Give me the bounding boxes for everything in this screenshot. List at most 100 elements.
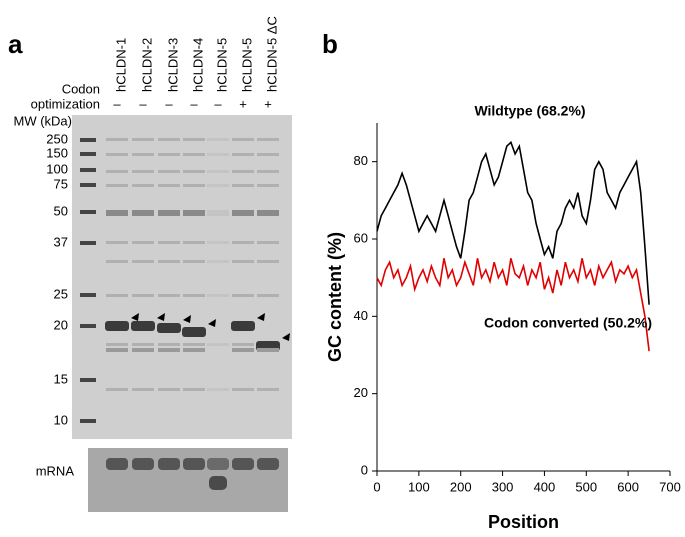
y-tick-label: 80 (354, 153, 368, 168)
ladder-band (80, 168, 96, 172)
background-band (132, 153, 154, 156)
background-band (158, 388, 180, 391)
series-label: Wildtype (68.2%) (474, 103, 585, 119)
mrna-gel (88, 448, 288, 512)
background-band (106, 184, 128, 187)
protein-band (231, 321, 255, 331)
y-tick-label: 20 (354, 385, 368, 400)
lane-label: hCLDN-2 (139, 38, 154, 92)
ladder-band (80, 324, 96, 328)
background-band (158, 170, 180, 173)
arrowhead (257, 313, 265, 321)
background-band (158, 343, 180, 346)
background-band (257, 138, 279, 141)
background-band (207, 343, 229, 346)
minor-band (257, 348, 279, 352)
mw-marker-label: 50 (54, 203, 68, 218)
gel-bands (80, 138, 290, 490)
ladder-band (80, 183, 96, 187)
y-tick-label: 40 (354, 308, 368, 323)
gel (72, 115, 292, 439)
background-band (232, 153, 254, 156)
ladder-band (80, 419, 96, 423)
codon-sign: – (113, 96, 121, 111)
background-band (158, 210, 180, 216)
background-band (257, 388, 279, 391)
background-band (232, 343, 254, 346)
mw-marker-label: 100 (46, 161, 68, 176)
x-tick-label: 400 (534, 479, 556, 494)
background-band (257, 260, 279, 263)
background-band (257, 210, 279, 216)
chart: 0 20 40 60 80 0 100 200 300 400 500 600 700 Position G… (325, 103, 681, 532)
background-band (158, 294, 180, 297)
mrna-band (158, 458, 180, 470)
codon-label: Codon (62, 81, 100, 96)
panel-label: b (322, 29, 338, 59)
ladder-band (80, 241, 96, 245)
background-band (106, 388, 128, 391)
minor-band (132, 348, 154, 352)
background-band (106, 294, 128, 297)
x-tick-label: 500 (575, 479, 597, 494)
background-band (232, 388, 254, 391)
arrowhead (131, 313, 139, 321)
x-axis-label: Position (488, 512, 559, 532)
background-band (183, 138, 205, 141)
background-band (207, 170, 229, 173)
y-tick-label: 60 (354, 230, 368, 245)
mw-marker-label: 75 (54, 176, 68, 191)
x-tick-label: 600 (617, 479, 639, 494)
mrna-label: mRNA (36, 463, 75, 478)
background-band (132, 241, 154, 244)
background-band (257, 294, 279, 297)
background-band (207, 294, 229, 297)
background-band (106, 343, 128, 346)
arrowhead (157, 313, 165, 321)
lane-label: hCLDN-5 (214, 38, 229, 92)
protein-band (157, 323, 181, 333)
background-band (207, 138, 229, 141)
ladder-band (80, 378, 96, 382)
background-band (207, 210, 229, 216)
background-band (132, 388, 154, 391)
background-band (232, 241, 254, 244)
background-band (106, 260, 128, 263)
background-band (158, 260, 180, 263)
arrowhead (183, 315, 191, 323)
background-band (232, 170, 254, 173)
mw-label: MW (kDa) (14, 113, 73, 128)
codon-sign: + (264, 96, 272, 111)
protein-band (131, 321, 155, 331)
lane-label: hCLDN-4 (190, 38, 205, 92)
arrowhead (208, 319, 216, 327)
ladder-band (80, 210, 96, 214)
background-band (232, 210, 254, 216)
background-band (232, 294, 254, 297)
background-band (132, 138, 154, 141)
background-band (207, 184, 229, 187)
data-line (376, 258, 650, 352)
background-band (106, 138, 128, 141)
mrna-band (209, 476, 227, 490)
x-tick-label: 300 (492, 479, 514, 494)
background-band (183, 294, 205, 297)
y-axis-label: GC content (%) (325, 232, 345, 362)
background-band (158, 241, 180, 244)
background-band (132, 184, 154, 187)
background-band (183, 388, 205, 391)
mw-marker-label: 20 (54, 317, 68, 332)
background-band (183, 343, 205, 346)
background-band (183, 260, 205, 263)
mw-marker-label: 37 (54, 234, 68, 249)
mw-marker-label: 250 (46, 131, 68, 146)
mw-marker-label: 15 (54, 371, 68, 386)
background-band (183, 170, 205, 173)
background-band (207, 260, 229, 263)
ladder-band (80, 138, 96, 142)
background-band (207, 388, 229, 391)
background-band (232, 138, 254, 141)
background-band (132, 210, 154, 216)
background-band (207, 241, 229, 244)
